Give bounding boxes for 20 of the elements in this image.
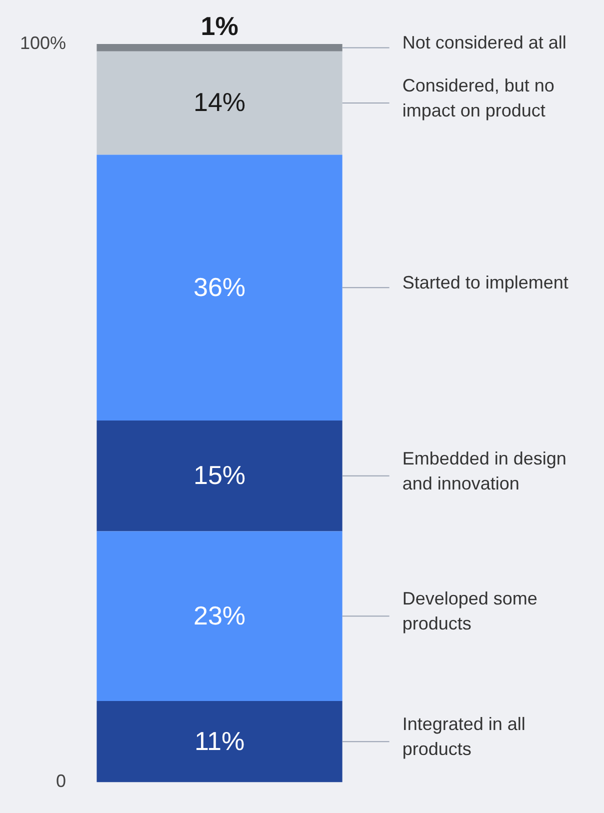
text: Integrated in all products [402, 714, 526, 760]
bar [96, 51, 342, 155]
data-label: 36% [193, 272, 246, 302]
bar [96, 701, 342, 782]
y-tick-label: 0 [56, 771, 66, 792]
data-label: 15% [193, 460, 246, 490]
bar [96, 154, 342, 420]
bar [96, 44, 342, 52]
data-label: 23% [193, 600, 246, 630]
bar [96, 420, 342, 532]
text: Considered, but no impact on product [402, 76, 554, 121]
text: Embedded in design and innovation [402, 448, 566, 494]
data-label: 1% [200, 11, 238, 42]
data-label: 14% [193, 87, 246, 118]
text: Not considered at all [402, 32, 566, 53]
y-tick-label: 100% [20, 32, 66, 53]
bar [96, 531, 342, 701]
text: Developed some products [402, 588, 538, 634]
data-label: 11% [194, 726, 245, 756]
text: Started to implement [402, 272, 568, 293]
